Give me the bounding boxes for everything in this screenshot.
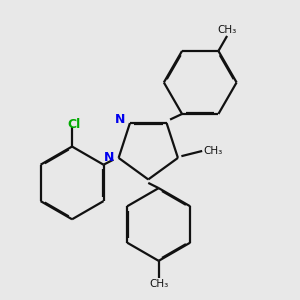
Text: Cl: Cl <box>67 118 80 130</box>
Text: N: N <box>104 152 114 164</box>
Text: CH₃: CH₃ <box>149 279 168 290</box>
Text: CH₃: CH₃ <box>218 25 237 35</box>
Text: CH₃: CH₃ <box>204 146 223 156</box>
Text: N: N <box>115 113 125 126</box>
